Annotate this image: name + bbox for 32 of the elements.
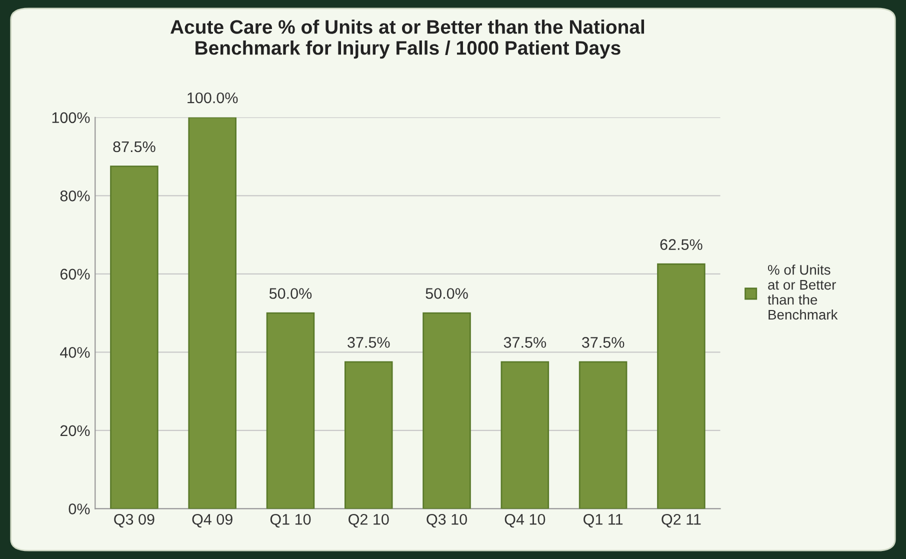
data-label: 37.5% [582, 337, 624, 348]
data-label: 50.0% [269, 288, 312, 299]
x-tick-label: Q2 11 [662, 514, 701, 528]
x-tick-label: Q1 11 [584, 514, 623, 528]
bar [500, 361, 550, 509]
x-tick-label: Q4 09 [192, 514, 232, 528]
x-tick-label: Q3 09 [114, 514, 154, 528]
y-tick-label: 60% [60, 268, 90, 280]
bar [657, 263, 706, 509]
data-label: 50.0% [426, 288, 468, 299]
x-tick-label: Q4 10 [504, 514, 546, 528]
bar [110, 166, 158, 509]
y-tick-label: 100% [52, 112, 90, 124]
bar [266, 312, 315, 509]
bar [578, 361, 628, 509]
bar [422, 312, 471, 509]
data-label: 37.5% [348, 337, 390, 348]
bar [344, 361, 393, 509]
y-tick-label: 20% [60, 425, 90, 436]
y-tick-label: 0% [68, 504, 90, 514]
data-label: 37.5% [504, 337, 546, 348]
y-tick-label: 80% [60, 190, 90, 202]
data-label: 87.5% [113, 141, 156, 152]
legend-label: % of Units at or Better than the Benchmark [768, 264, 838, 320]
chart-title: Acute Care % of Units at or Better than the National Benchmark for Injury Falls / 1000 Patient Days [170, 20, 644, 59]
data-label: 100.0% [188, 92, 238, 104]
y-tick-label: 40% [60, 347, 90, 358]
x-tick-label: Q3 10 [426, 514, 467, 528]
data-label: 62.5% [660, 239, 702, 250]
x-tick-label: Q1 10 [270, 514, 311, 528]
bar [188, 117, 236, 509]
x-tick-label: Q2 10 [348, 514, 389, 528]
